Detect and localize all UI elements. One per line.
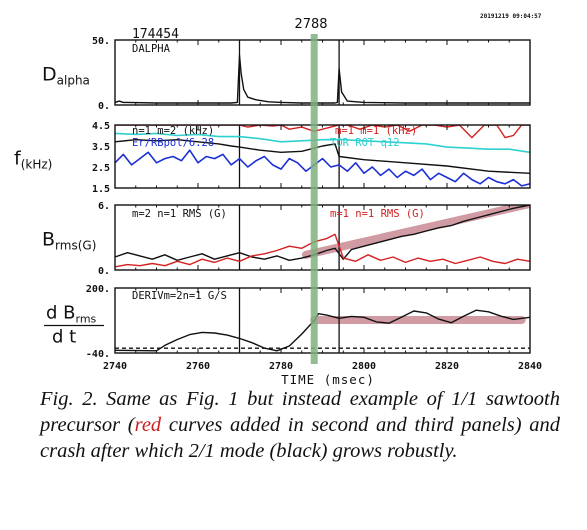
- shot-number: 174454: [132, 27, 179, 42]
- y-tick-label: 6.: [98, 201, 110, 212]
- marker-time-label: 2788: [294, 17, 327, 32]
- series-freq-black: [115, 138, 530, 174]
- fit-band-brms: [301, 205, 530, 259]
- series-dalpha-black: [115, 54, 530, 104]
- y-axis-label-numerator: d Brms: [46, 303, 97, 326]
- panel-frame-dalpha: [114, 39, 531, 106]
- y-tick-label: 0.: [98, 266, 110, 277]
- timestamp: 20191219 09:04:57: [480, 13, 542, 20]
- panel-annotation: Er/RBpol/6.28: [132, 137, 214, 149]
- x-axis-label: TIME (msec): [281, 372, 375, 387]
- panel-annotation: DALPHA: [132, 43, 171, 55]
- figure-panels: 20191219 09:04:57 2788 174454 50. 0. DALPH…: [14, 13, 542, 387]
- caption-text-part2: curves added in second and third panels)…: [40, 414, 560, 462]
- panel-brms: 6. 0. m=2 n=1 RMS (G) m=1 n=1 RMS (G) Brms(G…: [42, 201, 531, 277]
- y-tick-label: 200.: [86, 284, 110, 295]
- figure-caption: Fig. 2. Same as Fig. 1 but instead examp…: [40, 386, 560, 464]
- panel-annotation: m=1 n=1 RMS (G): [330, 208, 425, 220]
- series-deriv-black: [115, 309, 530, 352]
- panel-annotation: DERIVm=2n=1 G/S: [132, 290, 227, 302]
- series-brms-red: [115, 233, 530, 268]
- series-freq-red: [115, 125, 530, 139]
- y-axis-label-freq: f(kHz): [14, 148, 52, 172]
- time-marker-band: [310, 34, 318, 364]
- x-tick-label: 2820: [435, 361, 459, 372]
- panel-annotation: m=2 n=1 RMS (G): [132, 208, 227, 220]
- x-tick-label: 2840: [518, 361, 542, 372]
- panel-annotation: TOR ROT q12: [330, 137, 400, 149]
- x-axis-ticks: 2740 2760 2780 2800 2820 2840: [103, 361, 542, 372]
- series-freq-cyan: [115, 132, 530, 154]
- y-tick-label: -40.: [86, 349, 110, 360]
- x-tick-label: 2760: [186, 361, 210, 372]
- y-axis-label-denominator: d t: [52, 327, 76, 348]
- y-tick-label: 1.5: [92, 184, 110, 195]
- y-axis-label-dalpha: Dalpha: [42, 64, 90, 88]
- y-tick-label: 3.5: [92, 142, 110, 153]
- panel-freq: 4.5 3.5 2.5 1.5 n=1 m=2 (kHz)Er/RBpol/6.28 m=…: [14, 121, 531, 195]
- x-tick-label: 2800: [352, 361, 376, 372]
- caption-red-word: red: [134, 414, 162, 436]
- panels-group: 50. 0. DALPHA Dalpha 4.5 3.5 2.5 1.5 n=1 m=2 (kH…: [14, 36, 531, 360]
- y-tick-label: 0.: [98, 101, 110, 112]
- x-tick-label: 2780: [269, 361, 293, 372]
- series-freq-blue: [115, 149, 530, 187]
- x-tick-label: 2740: [103, 361, 127, 372]
- time-marker: [310, 34, 318, 364]
- panel-annotation: n=1 m=2 (kHz): [132, 125, 214, 137]
- y-tick-label: 50.: [92, 36, 110, 47]
- y-tick-label: 4.5: [92, 121, 110, 132]
- panel-annotation: m=1 m=1 (kHz): [335, 125, 417, 137]
- series-brms-black: [115, 205, 530, 261]
- panel-dalpha: 50. 0. DALPHA Dalpha: [42, 36, 531, 112]
- y-axis-label-brms: Brms(G): [42, 229, 96, 253]
- y-tick-label: 2.5: [92, 163, 110, 174]
- caption-text-part1: Fig. 2. Same as Fig. 1 but instead examp…: [40, 388, 560, 436]
